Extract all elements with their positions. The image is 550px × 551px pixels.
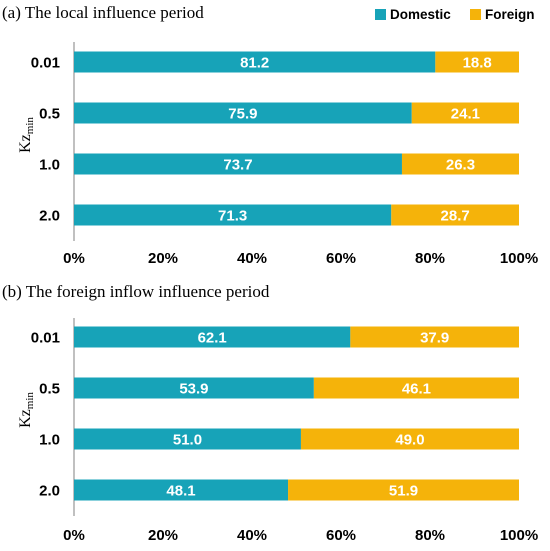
y-axis-label-b: Kzmin (17, 392, 36, 428)
legend: Domestic Foreign (375, 7, 535, 22)
y-axis-label-a: Kzmin (17, 117, 36, 153)
x-tick-label-b-5: 100% (500, 527, 538, 544)
category-label-a-2.0: 2.0 (39, 208, 60, 225)
bar-domestic-b-0.01 (74, 326, 351, 348)
data-label-domestic-b-0.5: 53.9 (179, 381, 208, 398)
bar-foreign-b-1.0 (300, 428, 519, 450)
data-label-domestic-b-2.0: 48.1 (166, 483, 195, 500)
legend-swatch-domestic (375, 9, 386, 20)
data-label-domestic-a-0.01: 81.2 (240, 55, 269, 72)
bar-domestic-b-2.0 (74, 479, 289, 501)
data-label-foreign-a-0.5: 24.1 (451, 106, 480, 123)
data-label-foreign-b-0.01: 37.9 (420, 330, 449, 347)
panel-b: (b) The foreign inflow influence period … (2, 282, 538, 544)
bar-foreign-b-2.0 (288, 479, 519, 501)
data-label-domestic-a-1.0: 73.7 (223, 157, 252, 174)
bar-domestic-b-0.5 (74, 377, 314, 399)
bar-domestic-a-0.5 (74, 102, 412, 124)
x-tick-label-a-3: 60% (326, 250, 356, 267)
bar-foreign-b-0.5 (313, 377, 519, 399)
x-tick-label-a-0: 0% (63, 250, 85, 267)
x-tick-label-a-5: 100% (500, 250, 538, 267)
data-label-domestic-b-1.0: 51.0 (173, 432, 202, 449)
data-label-foreign-a-2.0: 28.7 (441, 208, 470, 225)
panel-b-title: (b) The foreign inflow influence period (2, 282, 270, 301)
bar-foreign-a-2.0 (391, 204, 519, 226)
x-tick-label-b-3: 60% (326, 527, 356, 544)
panel-a-title: (a) The local influence period (2, 3, 204, 22)
bar-foreign-a-1.0 (401, 153, 519, 175)
data-label-foreign-b-0.5: 46.1 (402, 381, 431, 398)
category-label-b-0.5: 0.5 (39, 381, 60, 398)
category-label-b-1.0: 1.0 (39, 432, 60, 449)
x-tick-label-b-0: 0% (63, 527, 85, 544)
category-label-b-2.0: 2.0 (39, 483, 60, 500)
data-label-foreign-a-0.01: 18.8 (463, 55, 492, 72)
data-label-foreign-b-2.0: 51.9 (389, 483, 418, 500)
legend-label-domestic: Domestic (390, 7, 451, 22)
category-label-b-0.01: 0.01 (31, 330, 60, 347)
category-label-a-1.0: 1.0 (39, 157, 60, 174)
legend-swatch-foreign (470, 9, 481, 20)
bar-domestic-a-2.0 (74, 204, 392, 226)
data-label-domestic-a-0.5: 75.9 (228, 106, 257, 123)
data-label-foreign-a-1.0: 26.3 (446, 157, 475, 174)
x-tick-label-a-1: 20% (148, 250, 178, 267)
data-label-domestic-a-2.0: 71.3 (218, 208, 247, 225)
panel-a: (a) The local influence period Kzmin 81.… (2, 3, 538, 267)
bar-foreign-a-0.5 (411, 102, 519, 124)
legend-label-foreign: Foreign (485, 7, 535, 22)
category-label-a-0.01: 0.01 (31, 55, 60, 72)
bar-domestic-b-1.0 (74, 428, 301, 450)
x-tick-label-b-4: 80% (415, 527, 445, 544)
category-label-a-0.5: 0.5 (39, 106, 60, 123)
bar-foreign-a-0.01 (435, 51, 519, 73)
x-tick-label-b-1: 20% (148, 527, 178, 544)
data-label-domestic-b-0.01: 62.1 (198, 330, 227, 347)
bar-foreign-b-0.01 (350, 326, 519, 348)
x-tick-label-a-2: 40% (237, 250, 267, 267)
data-label-foreign-b-1.0: 49.0 (395, 432, 424, 449)
x-tick-label-b-2: 40% (237, 527, 267, 544)
x-tick-label-a-4: 80% (415, 250, 445, 267)
bar-domestic-a-1.0 (74, 153, 402, 175)
bar-domestic-a-0.01 (74, 51, 436, 73)
